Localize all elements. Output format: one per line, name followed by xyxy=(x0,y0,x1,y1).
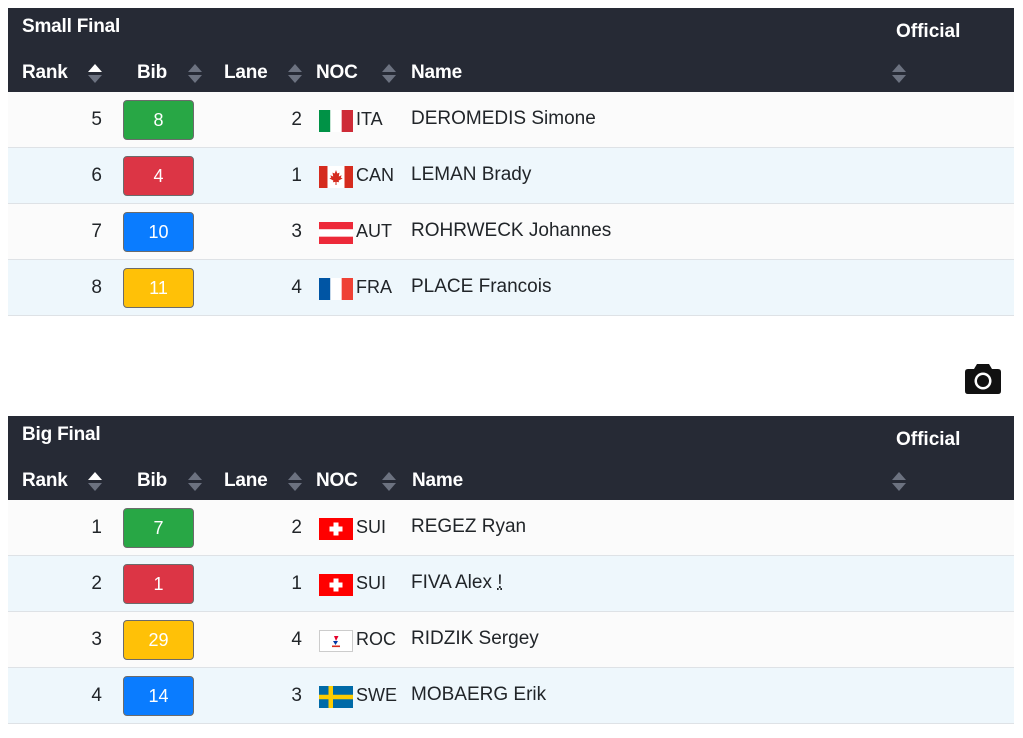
rank-cell: 8 xyxy=(91,277,102,298)
lane-cell: 2 xyxy=(291,517,302,538)
noc-cell: AUT xyxy=(356,221,392,241)
rank-column-header[interactable]: Rank xyxy=(22,470,68,491)
big-final-table: Big Final Official Rank Bib Lane NOC Nam… xyxy=(8,416,1014,724)
camera-icon[interactable] xyxy=(964,361,1002,395)
athlete-name: ROHRWECK Johannes xyxy=(411,220,612,241)
lane-cell: 4 xyxy=(291,629,302,650)
rank-cell: 4 xyxy=(91,685,102,706)
bib-badge: 10 xyxy=(123,212,194,252)
rank-cell: 3 xyxy=(91,629,102,650)
bib-sort-icon[interactable] xyxy=(188,64,202,84)
table-row: 5 8 2 ITA DEROMEDIS Simone xyxy=(8,92,1014,148)
table-row: 2 1 1 SUI FIVA Alex ! xyxy=(8,556,1014,612)
lane-sort-icon[interactable] xyxy=(288,64,302,84)
rank-cell: 6 xyxy=(91,165,102,186)
noc-cell: SWE xyxy=(356,685,398,705)
name-column-header[interactable]: Name xyxy=(412,470,463,491)
athlete-name-cell: FIVA Alex ! xyxy=(411,572,503,594)
lane-column-header[interactable]: Lane xyxy=(224,62,268,83)
rank-cell: 7 xyxy=(91,221,102,242)
official-status: Official xyxy=(896,21,961,42)
table-row: 4 14 3 SWE MOBAERG Erik xyxy=(8,668,1014,724)
noc-cell: SUI xyxy=(356,517,387,537)
noc-cell: ITA xyxy=(356,109,383,129)
name-sort-icon[interactable] xyxy=(892,472,906,492)
noc-column-header[interactable]: NOC xyxy=(316,62,358,83)
athlete-name: PLACE Francois xyxy=(411,276,552,297)
noc-cell: CAN xyxy=(356,165,395,185)
small-final-table: Small Final Official Rank Bib Lane NOC N… xyxy=(8,8,1014,316)
ita-flag-icon xyxy=(319,110,353,132)
rank-column-header[interactable]: Rank xyxy=(22,62,68,83)
table-row: 8 11 4 FRA PLACE Francois xyxy=(8,260,1014,316)
bib-sort-icon[interactable] xyxy=(188,472,202,492)
noc-column-header[interactable]: NOC xyxy=(316,470,358,491)
lane-cell: 1 xyxy=(291,573,302,594)
big-final-header: Big Final Official Rank Bib Lane NOC Nam… xyxy=(8,416,1014,500)
name-sort-icon[interactable] xyxy=(892,64,906,84)
athlete-note-marker[interactable]: ! xyxy=(497,572,503,593)
table-caption: Small Final xyxy=(22,16,121,37)
bib-column-header[interactable]: Bib xyxy=(137,62,168,83)
bib-badge: 29 xyxy=(123,620,194,660)
bib-column-header[interactable]: Bib xyxy=(137,470,168,491)
sui-flag-icon xyxy=(319,574,353,596)
table-row: 7 10 3 AUT ROHRWECK Johannes xyxy=(8,204,1014,260)
bib-badge: 7 xyxy=(123,508,194,548)
table-caption: Big Final xyxy=(22,424,101,445)
swe-flag-icon xyxy=(319,686,353,708)
noc-cell: FRA xyxy=(356,277,392,297)
official-status: Official xyxy=(896,429,961,450)
lane-cell: 3 xyxy=(291,685,302,706)
athlete-name: MOBAERG Erik xyxy=(411,684,547,705)
can-flag-icon xyxy=(319,166,353,188)
noc-cell: SUI xyxy=(356,573,387,593)
athlete-name: RIDZIK Sergey xyxy=(411,628,539,649)
lane-cell: 3 xyxy=(291,221,302,242)
athlete-name: DEROMEDIS Simone xyxy=(411,108,596,129)
table-row: 6 4 1 CAN LEMAN Brady xyxy=(8,148,1014,204)
rank-cell: 2 xyxy=(91,573,102,594)
rank-cell: 1 xyxy=(91,517,102,538)
table-row: 3 29 4 ROC RIDZIK Sergey xyxy=(8,612,1014,668)
bib-badge: 8 xyxy=(123,100,194,140)
name-column-header[interactable]: Name xyxy=(411,62,462,83)
bib-badge: 4 xyxy=(123,156,194,196)
small-final-header: Small Final Official Rank Bib Lane NOC N… xyxy=(8,8,1014,92)
lane-cell: 2 xyxy=(291,109,302,130)
bib-badge: 1 xyxy=(123,564,194,604)
noc-sort-icon[interactable] xyxy=(382,472,396,492)
table-row: 1 7 2 SUI REGEZ Ryan xyxy=(8,500,1014,556)
lane-cell: 1 xyxy=(291,165,302,186)
sui-flag-icon xyxy=(319,518,353,540)
athlete-name: REGEZ Ryan xyxy=(411,516,527,537)
athlete-name: LEMAN Brady xyxy=(411,164,532,185)
aut-flag-icon xyxy=(319,222,353,244)
rank-sort-icon[interactable] xyxy=(88,472,102,492)
bib-badge: 14 xyxy=(123,676,194,716)
rank-sort-icon[interactable] xyxy=(88,64,102,84)
lane-column-header[interactable]: Lane xyxy=(224,470,268,491)
rank-cell: 5 xyxy=(91,109,102,130)
noc-sort-icon[interactable] xyxy=(382,64,396,84)
fra-flag-icon xyxy=(319,278,353,300)
bib-badge: 11 xyxy=(123,268,194,308)
lane-cell: 4 xyxy=(291,277,302,298)
roc-flag-icon xyxy=(319,630,353,652)
noc-cell: ROC xyxy=(356,629,396,649)
lane-sort-icon[interactable] xyxy=(288,472,302,492)
athlete-name: FIVA Alex xyxy=(411,572,492,593)
